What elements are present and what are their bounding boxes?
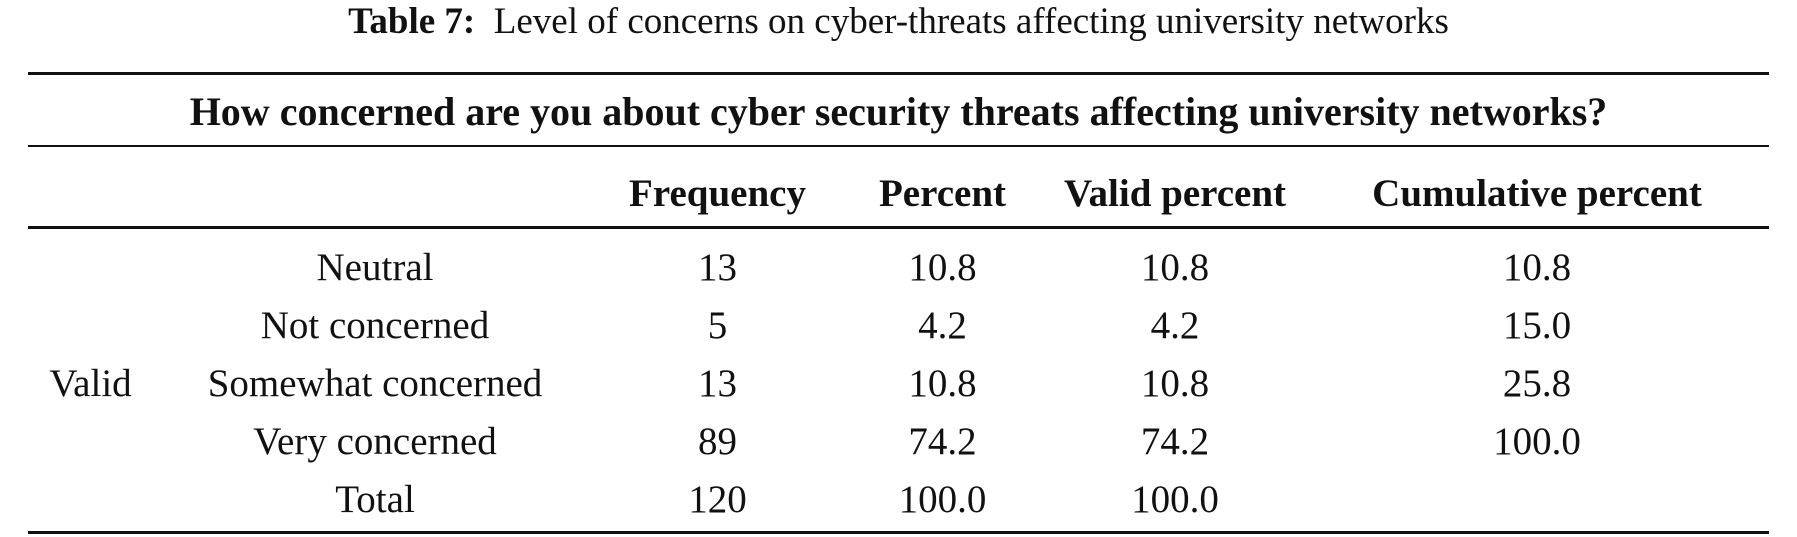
- table-caption: Table 7: Level of concerns on cyber-thre…: [0, 2, 1797, 42]
- row-percent: 74.2: [908, 420, 977, 463]
- row-frequency: 120: [688, 478, 747, 521]
- row-category: Very concerned: [253, 420, 497, 463]
- header-valid-percent: Valid percent: [1063, 172, 1287, 215]
- row-group-stub: Valid: [49, 362, 132, 405]
- row-category: Neutral: [316, 246, 434, 289]
- row-category: Not concerned: [260, 304, 490, 347]
- row-category: Somewhat concerned: [207, 362, 543, 405]
- row-cumulative-percent: 25.8: [1502, 362, 1572, 405]
- row-category: Total: [335, 478, 415, 521]
- row-valid-percent: 4.2: [1150, 304, 1200, 347]
- row-percent: 4.2: [918, 304, 967, 347]
- question-divider-rule: [28, 145, 1769, 147]
- table-bottom-rule: [28, 531, 1769, 534]
- header-frequency: Frequency: [629, 172, 806, 215]
- table-caption-label: Table 7:: [348, 1, 476, 42]
- row-percent: 10.8: [908, 246, 977, 289]
- row-cumulative-percent: 15.0: [1502, 304, 1572, 347]
- row-percent: 10.8: [908, 362, 977, 405]
- row-valid-percent: 74.2: [1140, 420, 1210, 463]
- row-frequency: 89: [698, 420, 737, 463]
- row-percent: 100.0: [898, 478, 987, 521]
- table-top-rule: [28, 72, 1769, 75]
- row-valid-percent: 100.0: [1131, 478, 1219, 521]
- header-divider-rule: [28, 226, 1769, 229]
- row-frequency: 13: [698, 246, 737, 289]
- row-frequency: 5: [707, 304, 728, 347]
- row-cumulative-percent: 10.8: [1502, 246, 1572, 289]
- table-caption-text: Level of concerns on cyber-threats affec…: [493, 1, 1449, 42]
- row-valid-percent: 10.8: [1140, 246, 1210, 289]
- row-frequency: 13: [698, 362, 737, 405]
- header-percent: Percent: [878, 172, 1007, 215]
- row-cumulative-percent: 100.0: [1493, 420, 1581, 463]
- row-valid-percent: 10.8: [1140, 362, 1210, 405]
- header-cumulative-percent: Cumulative percent: [1372, 172, 1702, 215]
- table-question-heading: How concerned are you about cyber securi…: [189, 89, 1608, 134]
